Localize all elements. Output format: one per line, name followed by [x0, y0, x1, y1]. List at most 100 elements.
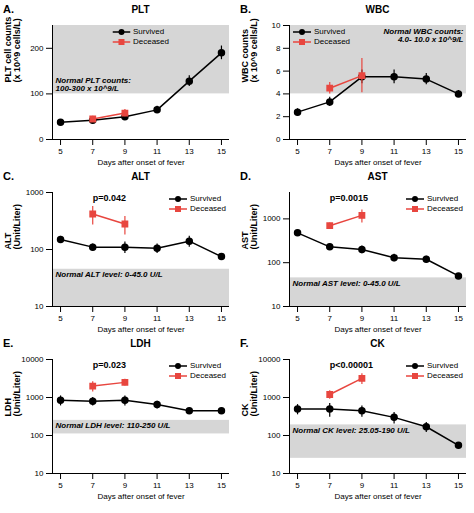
html-text:D.: D. — [240, 170, 251, 182]
svg-text:1000: 1000 — [263, 393, 281, 402]
svg-text:1000: 1000 — [26, 188, 44, 197]
svg-text:5: 5 — [58, 314, 63, 323]
svg-text:Days after onset of fever: Days after onset of fever — [334, 158, 421, 167]
svg-text:13: 13 — [422, 481, 431, 490]
svg-text:5: 5 — [58, 147, 63, 156]
svg-text:13: 13 — [422, 314, 431, 323]
svg-text:11: 11 — [153, 314, 162, 323]
svg-text:13: 13 — [185, 147, 194, 156]
html-text:Deceased: Deceased — [133, 37, 169, 46]
svg-text:15: 15 — [454, 314, 463, 323]
svg-text:100: 100 — [30, 245, 44, 254]
svg-text:0: 0 — [39, 135, 44, 144]
html-text:AST: AST — [367, 171, 388, 182]
svg-text:9: 9 — [360, 481, 365, 490]
svg-text:10000: 10000 — [21, 355, 44, 364]
svg-text:Days after onset of fever: Days after onset of fever — [97, 158, 184, 167]
svg-text:10: 10 — [272, 469, 281, 478]
svg-text:7: 7 — [328, 314, 333, 323]
svg-text:11: 11 — [390, 147, 399, 156]
svg-text:15: 15 — [217, 147, 226, 156]
svg-text:9: 9 — [360, 147, 365, 156]
svg-text:100: 100 — [267, 431, 281, 440]
html-text:LDH: LDH — [130, 338, 151, 349]
html-text:B.: B. — [240, 3, 251, 15]
svg-text:10: 10 — [35, 469, 44, 478]
svg-text:10: 10 — [272, 302, 281, 311]
svg-text:10: 10 — [35, 302, 44, 311]
svg-text:15: 15 — [217, 314, 226, 323]
svg-text:5: 5 — [295, 147, 300, 156]
html-text:Survived: Survived — [133, 27, 165, 36]
svg-text:5: 5 — [295, 314, 300, 323]
html-text:Deceased: Deceased — [190, 204, 226, 213]
html-text:Survived: Survived — [314, 27, 346, 36]
svg-text:WBC counts(x 10^9 cells/L): WBC counts(x 10^9 cells/L) — [240, 18, 259, 82]
svg-text:11: 11 — [153, 147, 162, 156]
svg-text:Days after onset of fever: Days after onset of fever — [334, 325, 421, 334]
html-text:WBC: WBC — [365, 4, 390, 15]
html-text:Deceased: Deceased — [427, 204, 463, 213]
svg-text:6: 6 — [276, 67, 281, 76]
svg-text:11: 11 — [390, 481, 399, 490]
html-text:CK: CK — [370, 338, 385, 349]
svg-text:AST(Unit/Liter): AST(Unit/Liter) — [240, 204, 259, 250]
svg-text:p<0.00001: p<0.00001 — [330, 360, 373, 370]
svg-text:15: 15 — [454, 147, 463, 156]
svg-text:10: 10 — [272, 21, 281, 30]
svg-text:11: 11 — [153, 481, 162, 490]
svg-text:13: 13 — [422, 147, 431, 156]
svg-text:Normal WBC counts:4.0- 10.0 x: Normal WBC counts:4.0- 10.0 x 10^9/L — [384, 27, 464, 44]
svg-text:7: 7 — [91, 147, 96, 156]
svg-text:200: 200 — [30, 44, 44, 53]
svg-text:p=0.023: p=0.023 — [93, 360, 126, 370]
html-text:ALT: ALT — [131, 171, 150, 182]
svg-text:Normal CK level: 25.05-190 U/L: Normal CK level: 25.05-190 U/L — [293, 426, 410, 435]
svg-text:5: 5 — [58, 481, 63, 490]
svg-text:7: 7 — [91, 314, 96, 323]
svg-text:Days after onset of fever: Days after onset of fever — [97, 492, 184, 501]
svg-text:15: 15 — [454, 481, 463, 490]
html-text:A.: A. — [3, 3, 14, 15]
svg-text:7: 7 — [328, 147, 333, 156]
html-text:PLT: PLT — [131, 4, 150, 15]
html-text:Deceased: Deceased — [314, 37, 350, 46]
svg-text:1000: 1000 — [26, 393, 44, 402]
svg-text:PLT cell counts(x 10^9 cells/L: PLT cell counts(x 10^9 cells/L) — [3, 17, 22, 83]
svg-text:7: 7 — [91, 481, 96, 490]
svg-text:11: 11 — [390, 314, 399, 323]
html-text:Survived: Survived — [427, 194, 459, 203]
svg-text:1000: 1000 — [263, 214, 281, 223]
svg-text:5: 5 — [295, 481, 300, 490]
svg-text:p=0.042: p=0.042 — [93, 193, 126, 203]
svg-text:15: 15 — [217, 481, 226, 490]
svg-text:LDH(Unit/Liter): LDH(Unit/Liter) — [3, 371, 22, 417]
svg-text:0: 0 — [276, 135, 281, 144]
svg-text:Normal AST level: 0-45.0 U/L: Normal AST level: 0-45.0 U/L — [293, 279, 401, 288]
html-text:E.: E. — [3, 337, 14, 349]
svg-text:10000: 10000 — [258, 355, 281, 364]
svg-text:9: 9 — [360, 314, 365, 323]
svg-text:100: 100 — [30, 431, 44, 440]
svg-text:13: 13 — [185, 314, 194, 323]
html-text:Survived: Survived — [190, 194, 222, 203]
svg-text:ALT(Unit/Liter): ALT(Unit/Liter) — [3, 204, 22, 250]
svg-text:100: 100 — [30, 89, 44, 98]
svg-text:8: 8 — [276, 44, 281, 53]
svg-text:CK(Unit/Liter): CK(Unit/Liter) — [240, 371, 259, 417]
svg-text:13: 13 — [185, 481, 194, 490]
svg-text:9: 9 — [123, 314, 128, 323]
svg-text:4: 4 — [276, 89, 281, 98]
svg-text:Normal PLT counts:100-300 x 10: Normal PLT counts:100-300 x 10^9/L — [56, 76, 132, 93]
svg-text:9: 9 — [123, 147, 128, 156]
svg-text:100: 100 — [267, 258, 281, 267]
svg-text:Normal LDH level: 110-250 U/L: Normal LDH level: 110-250 U/L — [56, 421, 171, 430]
svg-text:Days after onset of fever: Days after onset of fever — [334, 492, 421, 501]
svg-text:9: 9 — [123, 481, 128, 490]
html-text:C.: C. — [3, 170, 14, 182]
svg-text:2: 2 — [276, 112, 281, 121]
svg-text:7: 7 — [328, 481, 333, 490]
svg-text:Normal ALT level: 0-45.0 U/L: Normal ALT level: 0-45.0 U/L — [56, 270, 163, 279]
svg-text:Days after onset of fever: Days after onset of fever — [97, 325, 184, 334]
svg-text:p=0.0015: p=0.0015 — [330, 193, 368, 203]
